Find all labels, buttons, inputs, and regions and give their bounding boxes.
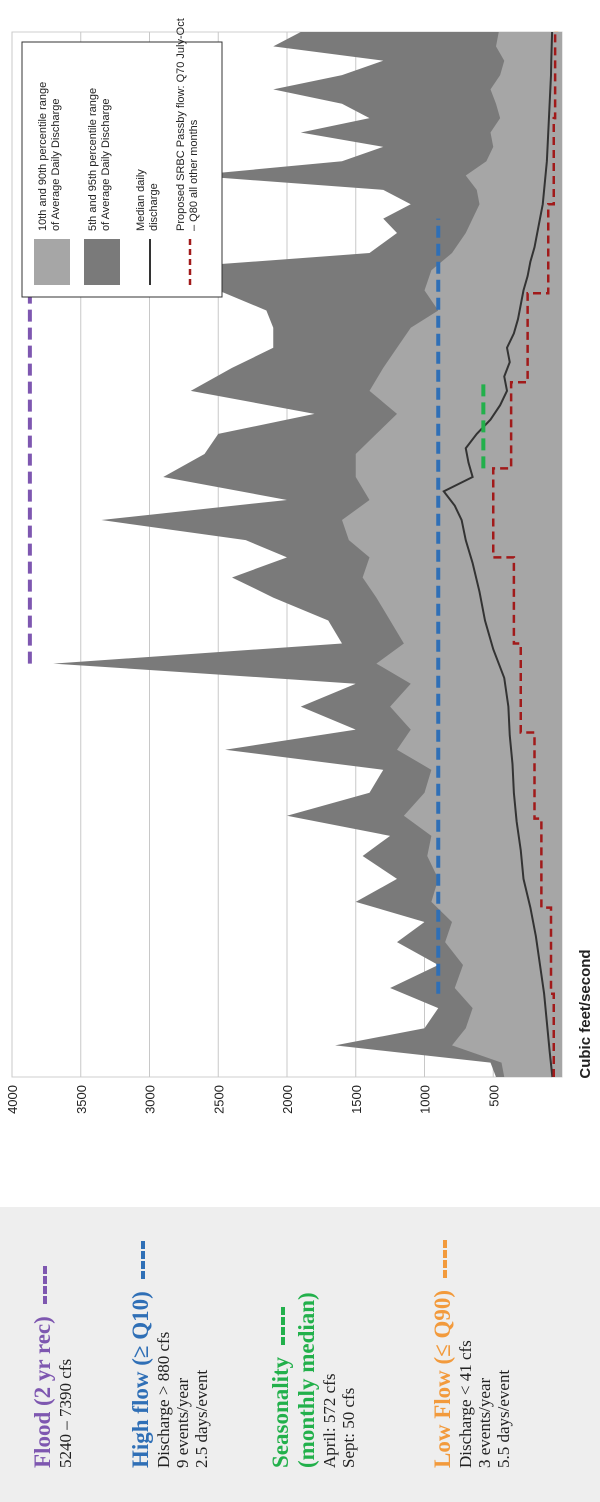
y-tick-label: 2000 (280, 1085, 295, 1114)
low-flow-title: Low Flow (≤ Q90) (430, 1289, 455, 1468)
legend-swatch (84, 239, 120, 285)
seasonality-dash-swatch (280, 1307, 285, 1346)
axis-layer: 500 1000 1500 2000 2500 3000 3500 4000 (5, 1085, 501, 1114)
legend: 10th and 90th percentile rangeof Average… (21, 18, 223, 298)
seasonality-title-row: Seasonality (268, 1292, 294, 1468)
legend-label: Median dailydischarge (135, 169, 160, 231)
high-flow-dash-swatch (140, 1241, 145, 1280)
flood-block: Flood (2 yr rec) 5240 – 7390 cfs (30, 1266, 75, 1468)
y-tick-label: 500 (486, 1085, 501, 1107)
legend-label-line: discharge (148, 183, 160, 231)
annotation-panel: Flood (2 yr rec) 5240 – 7390 cfs High fl… (0, 1207, 600, 1502)
p90-band (342, 32, 562, 1077)
legend-label-line: of Average Daily Discharge (50, 99, 62, 231)
high-flow-block: High flow (≥ Q10) Discharge > 880 cfs 9 … (128, 1241, 211, 1468)
legend-swatch (34, 239, 70, 285)
seasonality-line-2: Sept: 50 cfs (339, 1387, 358, 1468)
low-flow-line-3: 5.5 days/event (494, 1369, 513, 1468)
legend-label-line: 10th and 90th percentile range (37, 82, 49, 231)
y-axis-label: Cubic feet/second (577, 949, 594, 1078)
seasonality-title: Seasonality (268, 1356, 293, 1468)
y-tick-label: 1500 (349, 1085, 364, 1114)
low-flow-line-2: 3 events/year (475, 1377, 494, 1468)
low-flow-block: Low Flow (≤ Q90) Discharge < 41 cfs 3 ev… (430, 1240, 513, 1468)
legend-label-line: – Q80 all other months (188, 119, 200, 231)
high-flow-line-1: Discharge > 880 cfs (154, 1331, 173, 1468)
high-flow-line-3: 2.5 days/event (192, 1369, 211, 1468)
legend-label: 5th and 95th percentile rangeof Average … (87, 88, 112, 231)
seasonality-block: Seasonality (monthly median) April: 572 … (268, 1292, 358, 1468)
legend-label-line: Median daily (135, 169, 147, 231)
discharge-chart: 500 1000 1500 2000 2500 3000 3500 4000 Cubic fe… (5, 18, 594, 1114)
band-layer (53, 32, 562, 1077)
flood-line-1: 5240 – 7390 cfs (56, 1358, 75, 1468)
y-tick-label: 2500 (211, 1085, 226, 1114)
high-flow-line-2: 9 events/year (173, 1377, 192, 1468)
flood-dash-swatch (42, 1266, 47, 1305)
low-flow-dash-swatch (442, 1240, 447, 1279)
y-tick-label: 3000 (143, 1085, 158, 1114)
legend-box (21, 41, 223, 298)
legend-label: 10th and 90th percentile rangeof Average… (37, 82, 62, 231)
low-flow-title-row: Low Flow (≤ Q90) (430, 1240, 456, 1468)
flood-title: Flood (2 yr rec) (30, 1316, 55, 1468)
seasonality-line-1: April: 572 cfs (320, 1373, 339, 1468)
legend-label: Proposed SRBC Passby flow: Q70 July-Oct–… (175, 18, 200, 231)
y-tick-label: 4000 (5, 1085, 20, 1114)
flood-title-row: Flood (2 yr rec) (30, 1266, 56, 1468)
passby-line (492, 32, 557, 1077)
legend-label-line: of Average Daily Discharge (100, 99, 112, 231)
median-line (442, 31, 554, 1078)
legend-label-line: 5th and 95th percentile range (87, 88, 99, 231)
high-flow-title-row: High flow (≥ Q10) (128, 1241, 154, 1468)
seasonality-subtitle: (monthly median) (294, 1292, 319, 1468)
y-tick-label: 1000 (418, 1085, 433, 1114)
low-flow-line-1: Discharge < 41 cfs (456, 1340, 475, 1468)
high-flow-title: High flow (≥ Q10) (128, 1291, 153, 1468)
line-layer (27, 31, 557, 1078)
legend-label-line: Proposed SRBC Passby flow: Q70 July-Oct (175, 18, 187, 231)
y-tick-label: 3500 (74, 1085, 89, 1114)
